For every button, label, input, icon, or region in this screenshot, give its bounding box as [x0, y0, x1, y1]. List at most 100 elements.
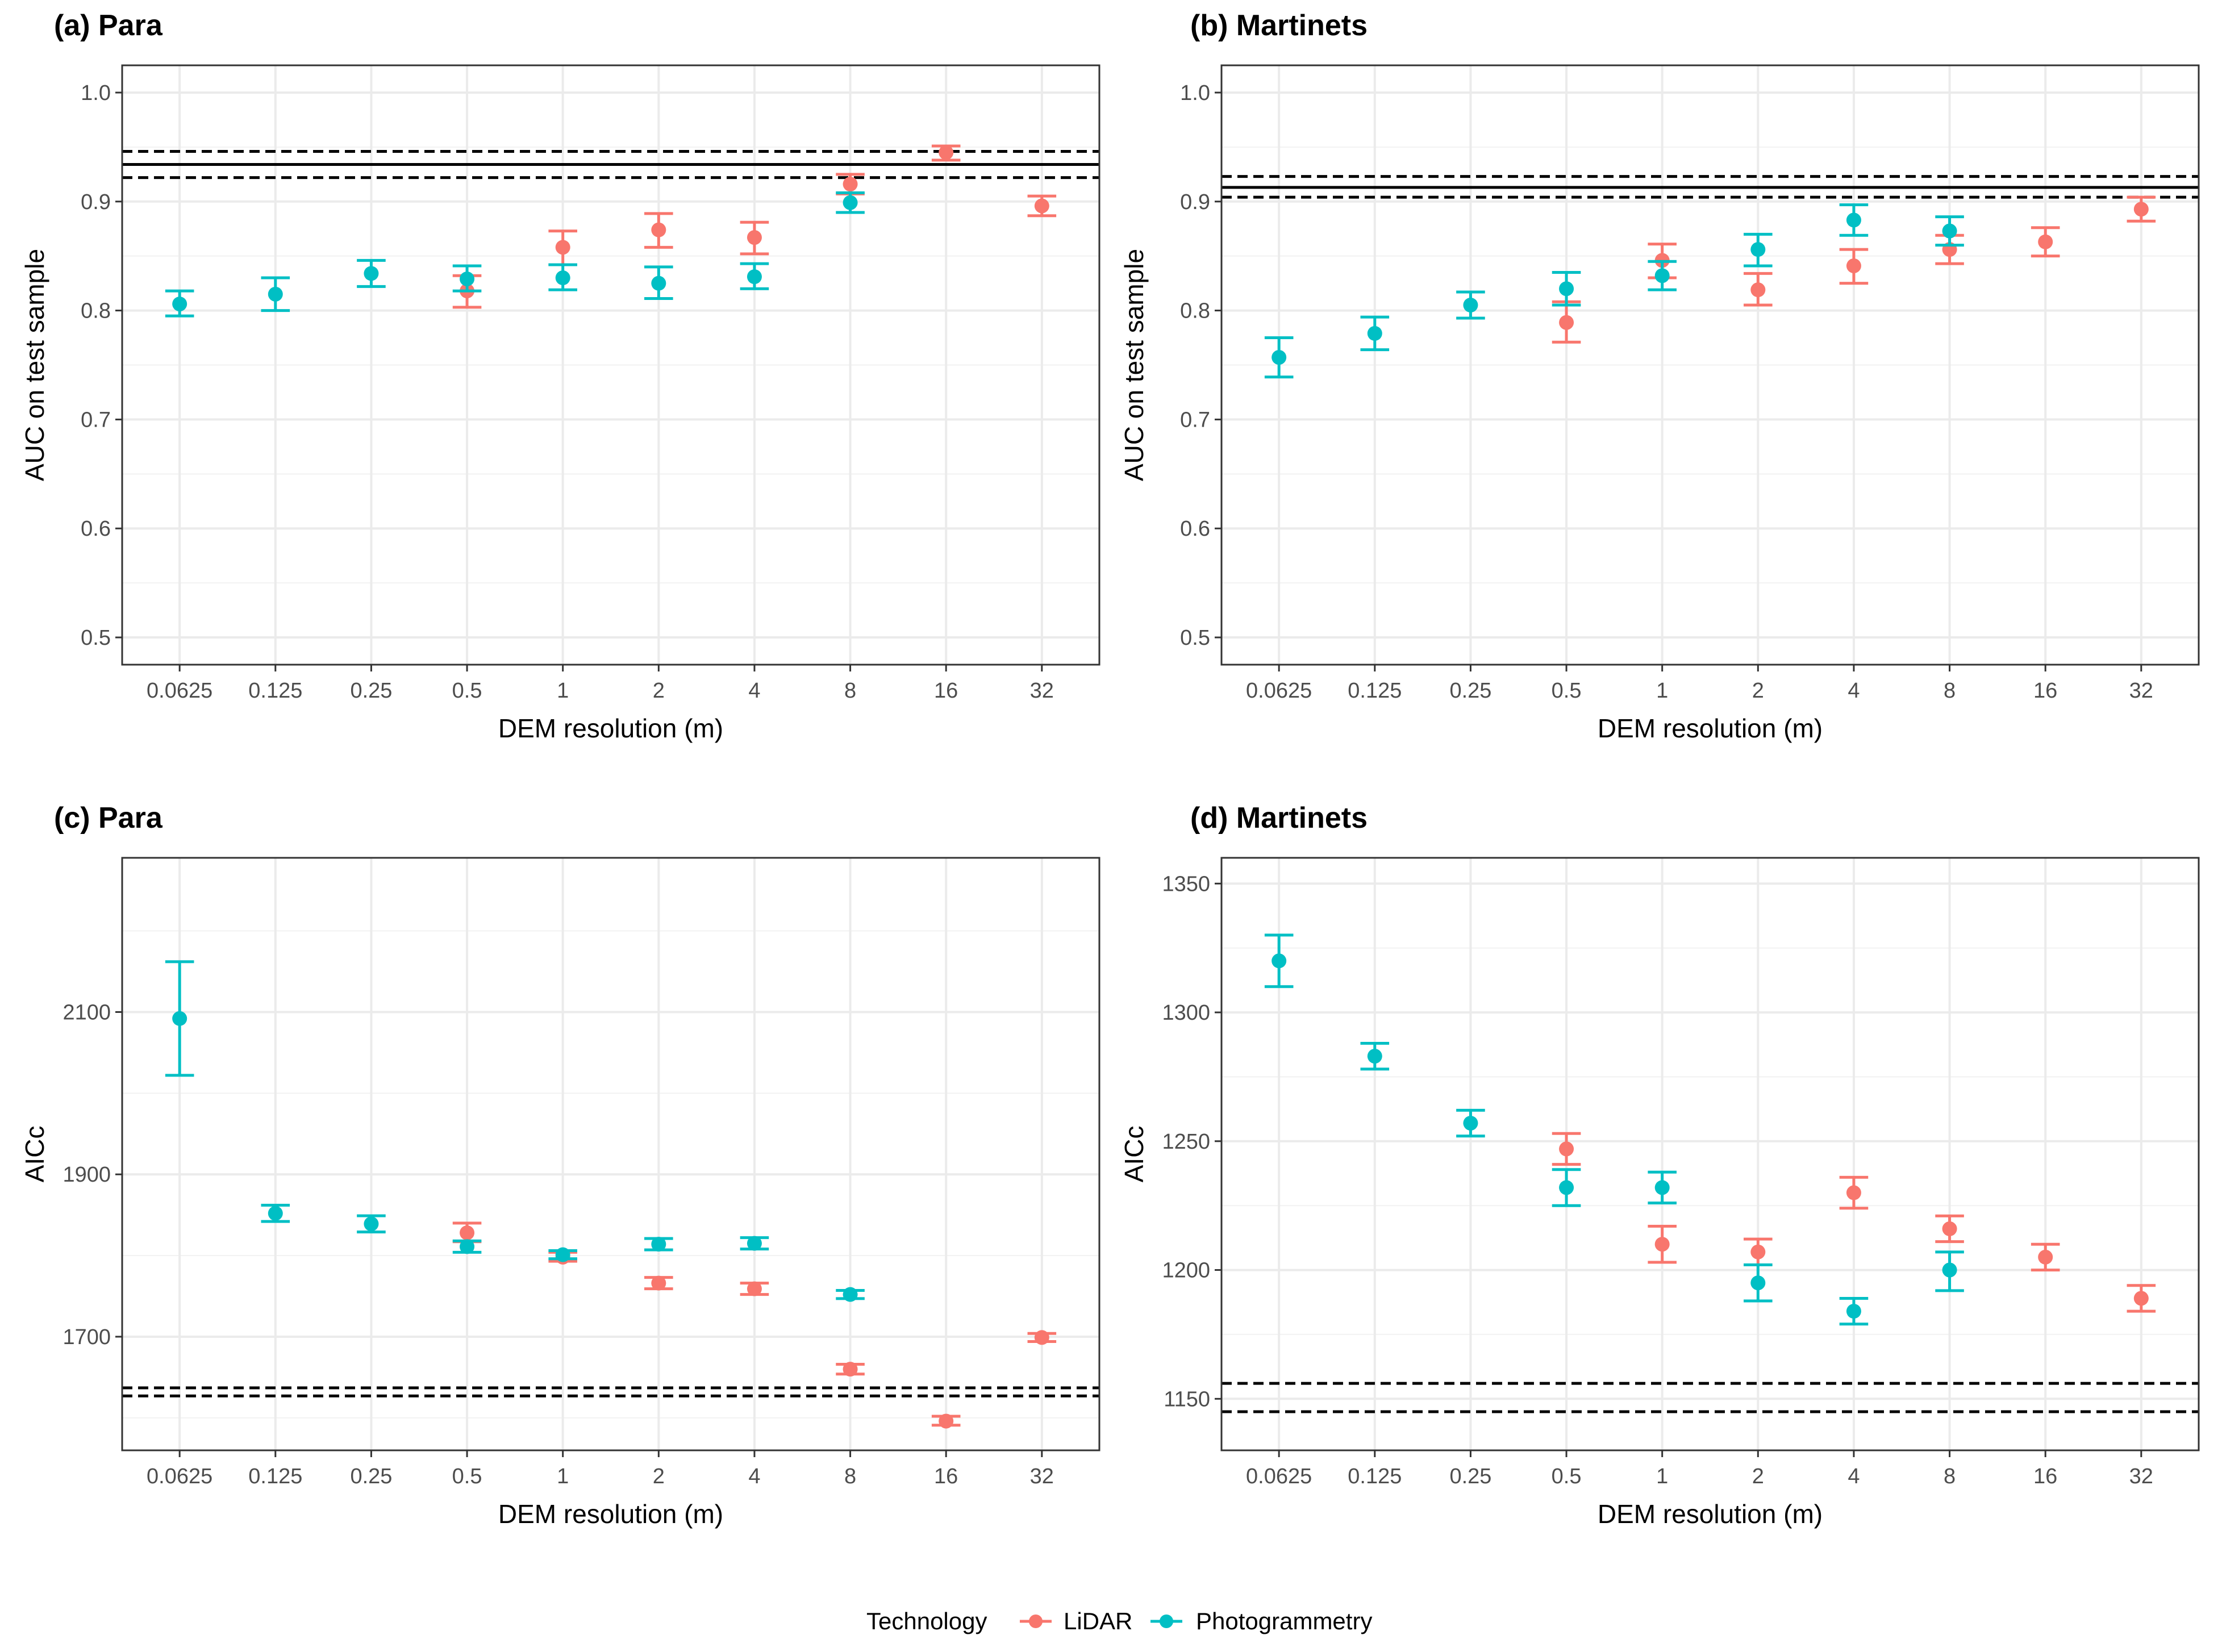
point-lidar — [843, 1362, 858, 1377]
point-lidar — [2038, 1249, 2053, 1265]
y-tick-label: 0.5 — [1180, 626, 1210, 650]
x-tick-label: 0.125 — [248, 679, 302, 703]
x-tick-label: 0.125 — [1348, 679, 1402, 703]
point-lidar — [747, 230, 762, 245]
point-lidar — [460, 1225, 475, 1241]
y-tick-label: 1300 — [1162, 1001, 1210, 1025]
x-tick-label: 0.125 — [248, 1465, 302, 1488]
point-lidar — [2133, 202, 2149, 217]
y-tick-label: 1.0 — [81, 81, 111, 105]
point-photogrammetry — [1654, 1180, 1670, 1195]
panel-title-d: (d) Martinets — [1190, 802, 1368, 835]
x-tick-label: 2 — [1752, 1465, 1764, 1488]
x-tick-label: 8 — [1944, 679, 1956, 703]
point-lidar — [1034, 1330, 1049, 1345]
x-tick-label: 1 — [1656, 679, 1668, 703]
x-tick-label: 0.25 — [350, 679, 392, 703]
y-tick-label: 0.8 — [1180, 299, 1210, 323]
point-photogrammetry — [1559, 281, 1574, 297]
x-tick-label: 2 — [653, 679, 665, 703]
x-tick-label: 16 — [2033, 679, 2057, 703]
point-lidar — [651, 222, 666, 237]
point-photogrammetry — [1559, 1180, 1574, 1195]
panel-border — [121, 857, 1100, 1451]
panels: (a) Para 0.5 0.6 0.7 0.8 0.9 1.0 0.0625 0.125 0.2… — [20, 9, 2200, 1529]
panel-c: (c) Para 1700 1900 2100 0.0625 0.125 0.25 0.5 1 2… — [20, 802, 1100, 1529]
x-tick-label: 4 — [1848, 1465, 1860, 1488]
point-photogrammetry — [364, 1216, 379, 1232]
x-tick-label: 4 — [1848, 679, 1860, 703]
x-tick-label: 4 — [748, 1465, 760, 1488]
point-lidar — [1654, 1237, 1670, 1252]
x-tick-label: 16 — [934, 1465, 958, 1488]
y-tick-label: 1350 — [1162, 872, 1210, 896]
point-photogrammetry — [1367, 326, 1382, 341]
x-tick-label: 0.25 — [1449, 1465, 1491, 1488]
panel-title-c: (c) Para — [54, 802, 163, 835]
x-tick-label: 0.25 — [1449, 679, 1491, 703]
point-photogrammetry — [1750, 1275, 1766, 1291]
point-photogrammetry — [1942, 223, 1957, 239]
x-tick-label: 32 — [1030, 1465, 1054, 1488]
point-photogrammetry — [364, 266, 379, 281]
y-tick-label: 1700 — [62, 1325, 111, 1349]
point-photogrammetry — [555, 270, 570, 286]
point-lidar — [939, 145, 954, 160]
x-tick-label: 16 — [2033, 1465, 2057, 1488]
x-tick-label: 0.5 — [452, 679, 482, 703]
panel-title-b: (b) Martinets — [1190, 9, 1368, 42]
x-tick-label: 16 — [934, 679, 958, 703]
y-tick-label: 0.7 — [1180, 408, 1210, 432]
legend-item-lidar: LiDAR — [1020, 1608, 1132, 1634]
point-photogrammetry — [1942, 1262, 1957, 1278]
legend-item-photogrammetry: Photogrammetry — [1150, 1608, 1372, 1634]
legend-lidar-label: LiDAR — [1064, 1608, 1132, 1634]
point-lidar — [747, 1281, 762, 1296]
y-tick-label: 0.8 — [81, 299, 111, 323]
y-tick-label: 1250 — [1162, 1130, 1210, 1154]
x-tick-label: 0.0625 — [147, 679, 212, 703]
point-lidar — [1846, 258, 1861, 273]
x-tick-label: 8 — [844, 1465, 856, 1488]
legend: Technology LiDAR Photogrammetry — [866, 1608, 1372, 1634]
legend-title: Technology — [866, 1608, 987, 1634]
y-axis-title: AUC on test sample — [1119, 249, 1149, 481]
panel-d: (d) Martinets 1150 1200 1250 1300 1350 0.0625 0… — [1119, 802, 2200, 1529]
point-photogrammetry — [747, 269, 762, 285]
y-tick-label: 2100 — [62, 1000, 111, 1024]
panel-b: (b) Martinets 0.5 0.6 0.7 0.8 0.9 1.0 0.0625 0.1… — [1119, 9, 2200, 743]
point-photogrammetry — [747, 1236, 762, 1251]
x-tick-label: 0.25 — [350, 1465, 392, 1488]
x-tick-label: 0.0625 — [147, 1465, 212, 1488]
x-tick-label: 0.125 — [1348, 1465, 1402, 1488]
point-photogrammetry — [651, 276, 666, 291]
point-photogrammetry — [1271, 350, 1287, 365]
panel-a: (a) Para 0.5 0.6 0.7 0.8 0.9 1.0 0.0625 0.125 0.2… — [20, 9, 1100, 743]
x-tick-label: 0.0625 — [1246, 679, 1312, 703]
x-tick-label: 0.5 — [452, 1465, 482, 1488]
y-tick-label: 0.5 — [81, 626, 111, 650]
point-lidar — [843, 177, 858, 192]
point-photogrammetry — [268, 286, 283, 302]
y-tick-label: 0.6 — [1180, 517, 1210, 541]
x-tick-label: 32 — [2129, 1465, 2153, 1488]
panel-title-a: (a) Para — [54, 9, 163, 42]
y-axis-title: AICc — [20, 1126, 49, 1183]
point-photogrammetry — [1750, 242, 1766, 257]
y-tick-label: 1900 — [62, 1163, 111, 1187]
plot-area-c — [122, 858, 1099, 1450]
y-tick-label: 0.7 — [81, 408, 111, 432]
x-axis-title: DEM resolution (m) — [498, 1499, 723, 1529]
point-lidar — [1034, 198, 1049, 214]
legend-lidar-marker — [1029, 1615, 1043, 1628]
x-tick-label: 8 — [844, 679, 856, 703]
point-lidar — [1559, 315, 1574, 330]
point-photogrammetry — [843, 1287, 858, 1302]
point-photogrammetry — [843, 195, 858, 210]
point-lidar — [2133, 1291, 2149, 1306]
panel-border — [1220, 64, 2200, 666]
point-lidar — [555, 240, 570, 255]
point-photogrammetry — [460, 271, 475, 286]
x-tick-label: 8 — [1944, 1465, 1956, 1488]
